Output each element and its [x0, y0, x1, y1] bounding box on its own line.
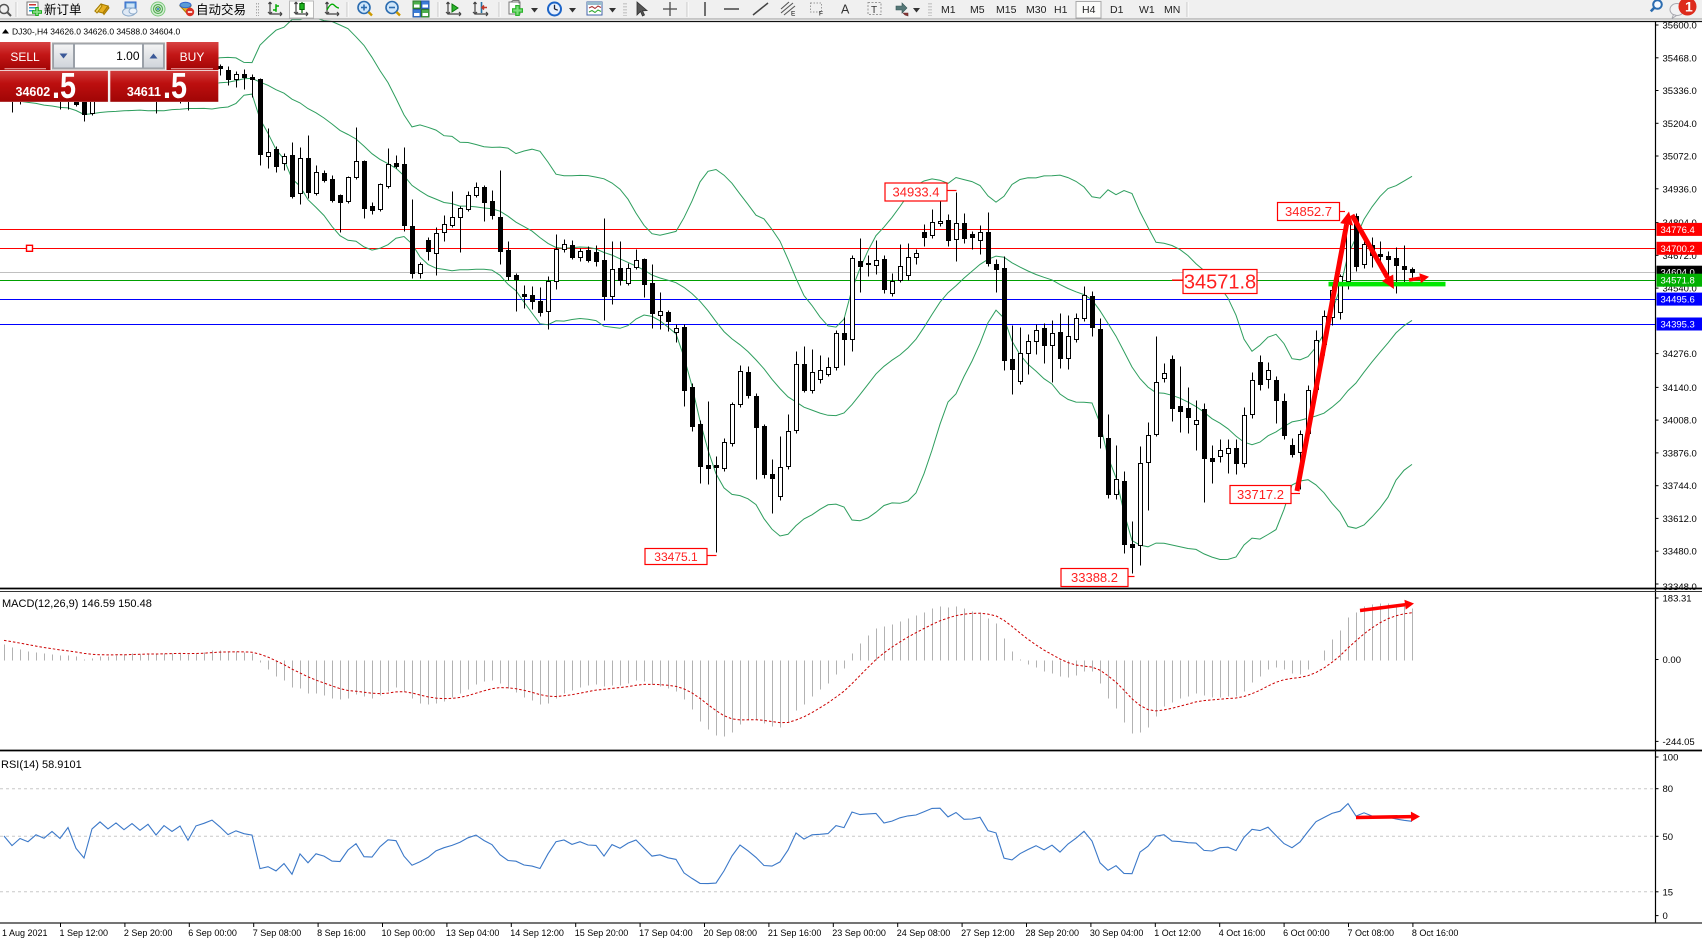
svg-text:80: 80: [1663, 784, 1674, 795]
svg-text:6 Sep 00:00: 6 Sep 00:00: [188, 928, 237, 938]
svg-text:183.31: 183.31: [1663, 594, 1692, 605]
svg-text:F: F: [819, 11, 823, 18]
svg-text:28 Sep 20:00: 28 Sep 20:00: [1026, 928, 1080, 938]
svg-text:M30: M30: [1026, 4, 1047, 16]
svg-text:7 Oct 08:00: 7 Oct 08:00: [1348, 928, 1395, 938]
svg-text:34936.0: 34936.0: [1663, 184, 1697, 195]
svg-text:34611: 34611: [127, 85, 161, 99]
svg-text:33744.0: 33744.0: [1663, 481, 1697, 492]
svg-text:.5: .5: [52, 65, 76, 106]
svg-text:8 Sep 16:00: 8 Sep 16:00: [317, 928, 366, 938]
svg-text:23 Sep 00:00: 23 Sep 00:00: [832, 928, 886, 938]
svg-text:M5: M5: [970, 4, 985, 16]
svg-text:24 Sep 08:00: 24 Sep 08:00: [897, 928, 951, 938]
svg-text:34495.6: 34495.6: [1661, 295, 1695, 306]
svg-text:自动交易: 自动交易: [196, 2, 246, 17]
svg-text:E: E: [791, 11, 796, 18]
svg-text:34604.0: 34604.0: [1661, 268, 1695, 279]
svg-text:100: 100: [1663, 753, 1679, 764]
svg-text:14 Sep 12:00: 14 Sep 12:00: [510, 928, 564, 938]
svg-text:34776.4: 34776.4: [1661, 225, 1695, 236]
svg-text:34602: 34602: [16, 85, 51, 99]
svg-text:35600.0: 35600.0: [1663, 21, 1697, 32]
svg-text:34571.8: 34571.8: [1184, 272, 1256, 294]
svg-text:33876.0: 33876.0: [1663, 448, 1697, 459]
svg-text:1 Sep 12:00: 1 Sep 12:00: [60, 928, 109, 938]
svg-text:34933.4: 34933.4: [893, 185, 940, 200]
svg-text:A: A: [841, 3, 850, 17]
svg-text:2 Sep 20:00: 2 Sep 20:00: [124, 928, 173, 938]
svg-text:T: T: [871, 5, 877, 16]
svg-text:RSI(14) 58.9101: RSI(14) 58.9101: [1, 759, 82, 771]
svg-text:1.00: 1.00: [116, 49, 140, 63]
svg-text:35468.0: 35468.0: [1663, 53, 1697, 64]
svg-text:35204.0: 35204.0: [1663, 119, 1697, 130]
svg-text:8 Oct 16:00: 8 Oct 16:00: [1412, 928, 1459, 938]
svg-text:20 Sep 08:00: 20 Sep 08:00: [704, 928, 758, 938]
svg-text:34140.0: 34140.0: [1663, 383, 1697, 394]
svg-text:H4: H4: [1082, 4, 1096, 16]
svg-text:17 Sep 04:00: 17 Sep 04:00: [639, 928, 693, 938]
svg-text:4 Oct 16:00: 4 Oct 16:00: [1219, 928, 1266, 938]
svg-text:30 Sep 04:00: 30 Sep 04:00: [1090, 928, 1144, 938]
svg-text:H1: H1: [1054, 4, 1068, 16]
svg-text:34700.2: 34700.2: [1661, 244, 1695, 255]
svg-text:34540.0: 34540.0: [1663, 284, 1697, 295]
svg-text:7 Sep 08:00: 7 Sep 08:00: [253, 928, 302, 938]
svg-text:15: 15: [1663, 887, 1674, 898]
svg-text:34395.3: 34395.3: [1661, 320, 1695, 331]
svg-text:SELL: SELL: [10, 50, 40, 64]
svg-text:W1: W1: [1139, 4, 1155, 16]
svg-text:21 Sep 16:00: 21 Sep 16:00: [768, 928, 822, 938]
svg-text:33388.2: 33388.2: [1071, 570, 1118, 585]
svg-text:MN: MN: [1164, 4, 1180, 16]
svg-text:33475.1: 33475.1: [654, 550, 698, 564]
svg-text:新订单: 新订单: [44, 2, 82, 17]
svg-text:0.00: 0.00: [1663, 655, 1682, 666]
svg-text:1 Aug 2021: 1 Aug 2021: [2, 928, 48, 938]
svg-text:34852.7: 34852.7: [1285, 204, 1332, 219]
svg-text:34276.0: 34276.0: [1663, 349, 1697, 360]
svg-text:50: 50: [1663, 832, 1674, 843]
svg-text:35072.0: 35072.0: [1663, 152, 1697, 163]
svg-text:34672.0: 34672.0: [1663, 251, 1697, 262]
svg-text:BUY: BUY: [180, 50, 205, 64]
svg-text:M1: M1: [941, 4, 956, 16]
svg-text:27 Sep 12:00: 27 Sep 12:00: [961, 928, 1015, 938]
svg-text:MACD(12,26,9) 146.59 150.48: MACD(12,26,9) 146.59 150.48: [2, 598, 152, 610]
svg-text:33480.0: 33480.0: [1663, 547, 1697, 558]
svg-text:M15: M15: [996, 4, 1017, 16]
svg-text:1: 1: [1685, 0, 1693, 15]
svg-text:DJ30-,H4 34626.0 34626.0 3458: DJ30-,H4 34626.0 34626.0 34588.0 34604.0: [12, 27, 181, 37]
svg-text:33348.0: 33348.0: [1663, 582, 1697, 593]
svg-text:15 Sep 20:00: 15 Sep 20:00: [575, 928, 629, 938]
svg-text:6 Oct 00:00: 6 Oct 00:00: [1283, 928, 1330, 938]
svg-text:D1: D1: [1110, 4, 1124, 16]
svg-text:0: 0: [1663, 911, 1668, 922]
svg-text:33612.0: 33612.0: [1663, 514, 1697, 525]
svg-text:35336.0: 35336.0: [1663, 86, 1697, 97]
svg-text:10 Sep 00:00: 10 Sep 00:00: [382, 928, 436, 938]
svg-text:33717.2: 33717.2: [1237, 487, 1284, 502]
svg-text:34571.8: 34571.8: [1661, 276, 1695, 287]
svg-text:-244.05: -244.05: [1663, 737, 1695, 748]
svg-text:34008.0: 34008.0: [1663, 416, 1697, 427]
svg-text:.5: .5: [163, 65, 187, 106]
svg-text:13 Sep 04:00: 13 Sep 04:00: [446, 928, 500, 938]
svg-text:1 Oct 12:00: 1 Oct 12:00: [1154, 928, 1201, 938]
